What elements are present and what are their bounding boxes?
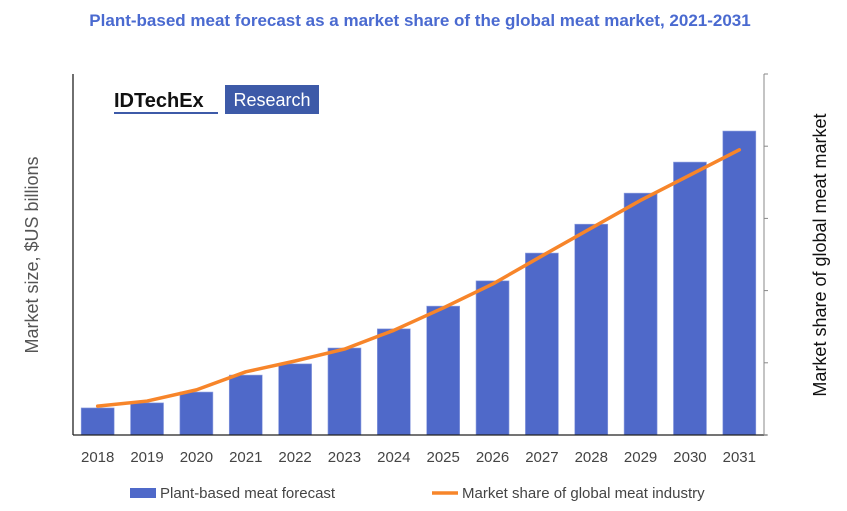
bar-2020	[179, 391, 214, 436]
x-tick-label: 2019	[130, 449, 163, 466]
bar-2019	[130, 402, 164, 436]
logo-box	[225, 85, 319, 114]
legend-swatch-bars	[130, 488, 156, 498]
bar-2023	[327, 347, 362, 436]
chart-title: Plant-based meat forecast as a market sh…	[89, 11, 751, 30]
x-tick-label: 2023	[328, 449, 361, 466]
bar-2021	[228, 374, 263, 436]
x-tick-label: 2025	[426, 449, 459, 466]
bar-2030	[673, 161, 707, 436]
x-tick-label: 2018	[81, 449, 114, 466]
x-tick-label: 2026	[476, 449, 509, 466]
bar-2026	[475, 280, 510, 436]
bar-2024	[377, 328, 411, 436]
line-market-share	[95, 148, 742, 408]
x-tick-label: 2031	[723, 449, 756, 466]
x-tick-label: 2022	[278, 449, 311, 466]
x-tick-label: 2028	[575, 449, 608, 466]
x-tick-label: 2021	[229, 449, 262, 466]
bar-2022	[278, 363, 312, 436]
bar-2031	[722, 130, 757, 436]
bar-2025	[426, 305, 460, 436]
bar-2018	[80, 407, 115, 436]
bar-2028	[574, 223, 609, 436]
x-tick-label: 2024	[377, 449, 410, 466]
x-tick-label: 2030	[673, 449, 706, 466]
x-tick-label: 2020	[180, 449, 213, 466]
y-axis-label: Market size, $US billions	[22, 156, 42, 353]
x-tick-label: 2027	[525, 449, 558, 466]
bar-2029	[623, 192, 658, 436]
logo-text-left: IDTechEx	[114, 90, 204, 112]
legend-label-bars: Plant-based meat forecast	[160, 485, 336, 502]
logo-text-right: Research	[233, 90, 310, 110]
bar-2027	[525, 252, 559, 436]
legend-label-line: Market share of global meat industry	[462, 485, 705, 502]
x-tick-label: 2029	[624, 449, 657, 466]
y2-axis-label: Market share of global meat market	[810, 113, 830, 396]
